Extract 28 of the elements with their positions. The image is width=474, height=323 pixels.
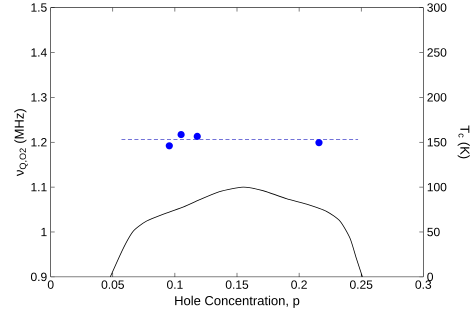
y2-tick-label: 150 [428,138,446,147]
y-tick-label: 1.1 [31,183,47,192]
y-tick-label: 1.2 [31,138,47,147]
point [194,133,201,140]
x-tick-label: 0.2 [291,280,307,290]
y-tick-label: 1 [41,228,47,236]
y2-axis-title: T$_{c}$ (K) [458,126,470,159]
x-tick-label: 0.1 [167,280,183,290]
x-tick-label: 0.25 [350,280,372,290]
y-tick-label: 1.5 [31,4,47,12]
y2-tick-label: 100 [428,183,446,192]
point [178,131,185,138]
x-tick-label: 0.05 [102,280,124,290]
x-axis-title: Hole Concentration, p [175,296,300,308]
x-tick-label: 0.3 [415,280,432,290]
y-tick-label: 1.3 [31,93,47,102]
y2-tick-label: 250 [427,48,446,57]
y2-tick-label: 300 [427,4,446,12]
point [315,139,323,146]
y2-tick-label: 0 [427,272,434,282]
point [166,142,173,150]
y2-tick-label: 200 [427,93,446,102]
y-tick-label: 0.9 [30,272,47,282]
y-tick-label: 1.4 [31,48,47,57]
x-tick-label: 0 [48,280,54,290]
y-axis-title: ν$_{Q,O2}$ (MHz) [14,109,28,176]
x-tick-label: 0.15 [226,280,248,290]
y2-tick-label: 50 [427,228,440,236]
